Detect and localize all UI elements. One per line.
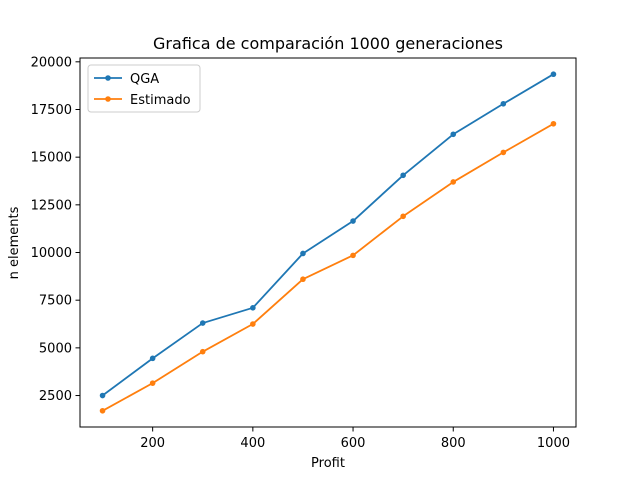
- data-point: [450, 179, 457, 185]
- data-point: [300, 276, 306, 283]
- plot-area: [79, 57, 577, 428]
- data-point: [250, 321, 256, 327]
- data-point: [500, 149, 507, 156]
- legend-item: Estimado: [94, 93, 191, 108]
- y-tick-label: 12500: [31, 198, 72, 213]
- legend-label: Estimado: [130, 93, 191, 108]
- series-estimado: [99, 120, 557, 414]
- y-tick-label: 15000: [31, 151, 72, 166]
- y-tick-label: 7500: [39, 294, 72, 309]
- y-axis: 2500 5000 7500 10000 12500 15000 17500 20000: [31, 55, 80, 404]
- plot-frame: [79, 57, 577, 428]
- data-point: [550, 71, 557, 78]
- y-tick-label: 5000: [39, 341, 72, 356]
- data-point: [350, 252, 356, 259]
- y-tick-label: 17500: [31, 103, 72, 118]
- data-point: [99, 392, 106, 399]
- data-point: [350, 218, 356, 224]
- data-point: [450, 131, 457, 138]
- data-point: [99, 407, 106, 414]
- y-tick-label: 20000: [31, 55, 72, 70]
- data-point: [149, 380, 156, 386]
- data-point: [300, 250, 306, 257]
- series-qga: [99, 71, 557, 399]
- series-line: [102, 123, 554, 412]
- legend: QGA Estimado: [87, 64, 201, 113]
- x-tick-label: 200: [140, 436, 165, 451]
- legend-swatch-marker: [105, 96, 111, 102]
- data-point: [199, 320, 206, 326]
- x-tick-label: 600: [341, 436, 366, 451]
- x-tick-label: 1000: [537, 436, 570, 451]
- series-group: [99, 71, 557, 414]
- legend-item: QGA: [94, 72, 159, 87]
- legend-swatch-marker: [105, 75, 111, 81]
- data-point: [149, 355, 156, 362]
- data-point: [400, 213, 406, 220]
- data-point: [400, 172, 406, 179]
- legend-box: [87, 64, 201, 113]
- y-axis-title: n elements: [7, 206, 22, 279]
- x-axis: 200 400 600 800 1000: [140, 427, 570, 451]
- y-tick-label: 2500: [39, 389, 72, 404]
- data-point: [500, 100, 507, 107]
- x-axis-title: Profit: [311, 456, 345, 471]
- x-tick-label: 800: [441, 436, 466, 451]
- data-point: [550, 120, 557, 127]
- chart-title: Grafica de comparación 1000 generaciones: [153, 34, 503, 53]
- data-point: [250, 305, 256, 311]
- y-tick-label: 10000: [31, 246, 72, 261]
- data-point: [199, 348, 206, 355]
- x-tick-label: 400: [240, 436, 265, 451]
- series-line: [102, 73, 554, 397]
- legend-label: QGA: [130, 72, 159, 87]
